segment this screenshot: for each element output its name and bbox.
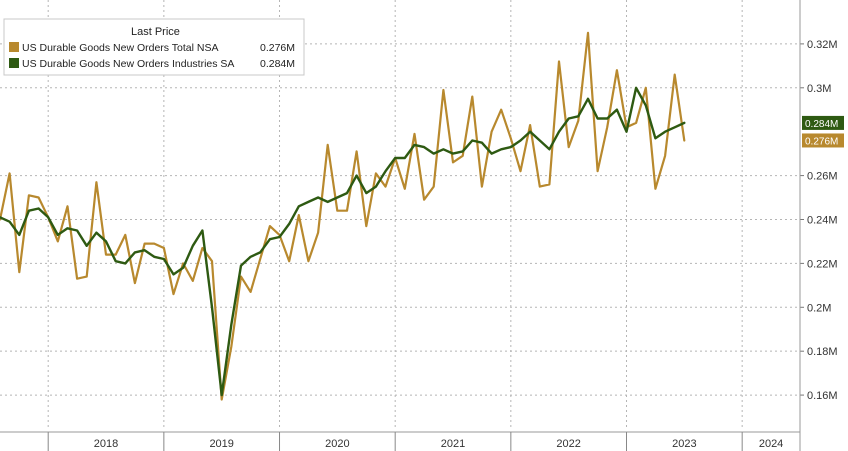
legend-entry-total-nsa: US Durable Goods New Orders Total NSA — [22, 42, 218, 54]
last-value-badges: 0.276M 0.284M — [802, 115, 844, 148]
x-axis: 2018 2019 2020 2021 2022 2023 2024 — [0, 431, 800, 451]
x-year-label: 2021 — [441, 438, 465, 450]
y-tick-label: 0.32M — [807, 39, 838, 51]
legend-title: Last Price — [131, 26, 180, 38]
last-value-badge-total-nsa — [802, 133, 844, 148]
last-value-label-total-nsa: 0.276M — [805, 136, 838, 147]
y-axis: 0.16M 0.18M 0.2M 0.22M 0.24M 0.26M 0.3M 0.32M — [799, 0, 838, 451]
x-year-label: 2022 — [556, 438, 580, 450]
legend-last-total-nsa: 0.276M — [260, 42, 295, 54]
series-lines — [0, 31, 686, 401]
y-tick-label: 0.22M — [807, 258, 838, 270]
legend: Last Price US Durable Goods New Orders T… — [3, 18, 305, 76]
series-line-industries-sa — [0, 86, 686, 397]
x-year-label: 2018 — [94, 438, 118, 450]
y-tick-label: 0.3M — [807, 83, 831, 95]
gridlines — [0, 0, 800, 428]
last-value-badge-industries-sa — [802, 115, 844, 130]
y-tick-label: 0.24M — [807, 214, 838, 226]
legend-box — [3, 18, 305, 76]
legend-swatch-industries-sa — [9, 58, 19, 68]
y-tick-label: 0.16M — [807, 390, 838, 402]
y-tick-label: 0.26M — [807, 171, 838, 183]
legend-swatch-total-nsa — [9, 42, 19, 52]
y-tick-label: 0.2M — [807, 302, 831, 314]
x-year-label: 2023 — [672, 438, 696, 450]
legend-entry-industries-sa: US Durable Goods New Orders Industries S… — [22, 58, 234, 70]
y-tick-label: 0.18M — [807, 346, 838, 358]
last-value-label-industries-sa: 0.284M — [805, 119, 838, 130]
series-line-total-nsa — [0, 31, 686, 401]
x-year-label: 2019 — [209, 438, 233, 450]
legend-last-industries-sa: 0.284M — [260, 58, 295, 70]
x-year-label: 2020 — [325, 438, 349, 450]
x-year-label: 2024 — [759, 438, 783, 450]
